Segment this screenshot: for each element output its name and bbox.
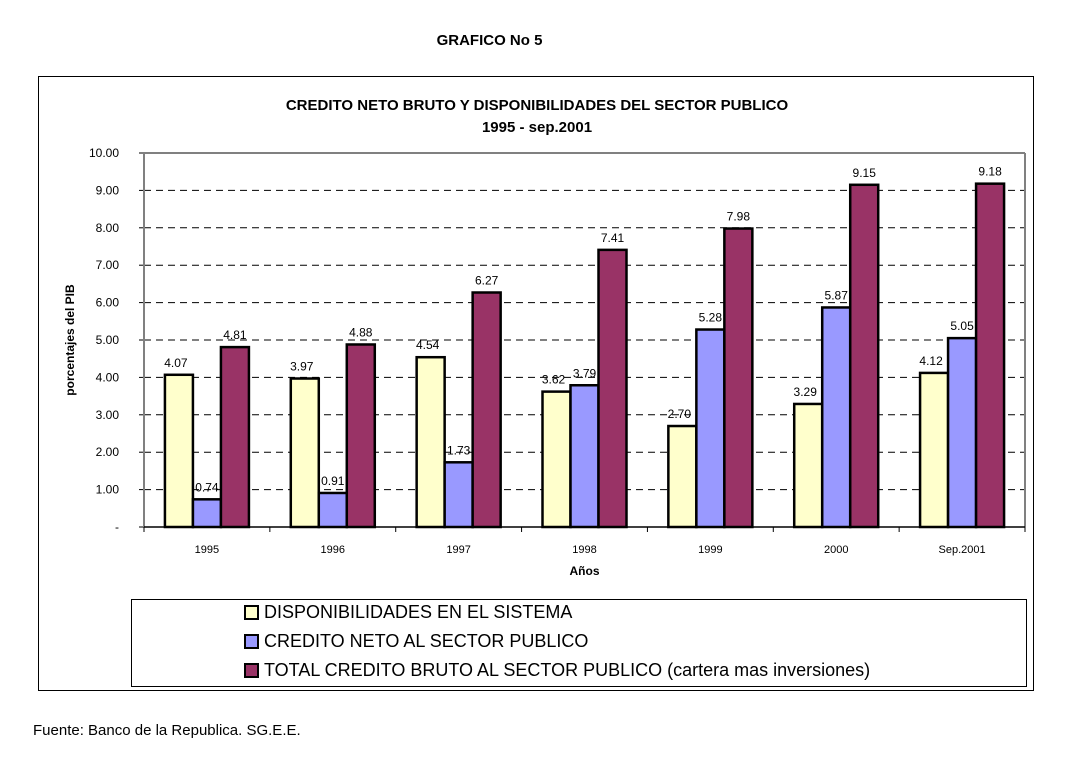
legend-label: DISPONIBILIDADES EN EL SISTEMA	[264, 602, 573, 622]
data-label: 3.29	[794, 385, 818, 399]
data-label: 4.12	[919, 354, 943, 368]
data-label: 7.98	[727, 210, 751, 224]
bar	[820, 306, 852, 529]
bar	[289, 377, 321, 529]
data-label: 0.91	[321, 474, 345, 488]
y-tick-label: 10.00	[89, 146, 119, 160]
legend-swatch-disponibilidades	[244, 605, 259, 620]
data-label: 9.18	[978, 165, 1002, 179]
bar	[918, 371, 950, 529]
bar	[219, 345, 251, 529]
legend: DISPONIBILIDADES EN EL SISTEMA CREDITO N…	[131, 599, 1027, 687]
y-tick-label: 2.00	[96, 445, 120, 459]
bar	[667, 424, 698, 529]
y-tick-label: -	[115, 520, 119, 534]
y-tick-label: 1.00	[96, 483, 120, 497]
bar	[974, 182, 1006, 529]
bar	[443, 461, 474, 529]
data-label: 4.07	[164, 356, 188, 370]
data-label: 5.28	[699, 311, 723, 325]
bar	[848, 183, 880, 529]
data-label: 4.54	[416, 338, 440, 352]
data-label: 5.87	[825, 288, 849, 302]
data-label: 3.97	[290, 360, 314, 374]
legend-label: TOTAL CREDITO BRUTO AL SECTOR PUBLICO (c…	[264, 660, 871, 680]
bar	[317, 491, 349, 529]
bar	[723, 227, 754, 529]
y-tick-label: 6.00	[96, 296, 120, 310]
x-tick-label: Sep.2001	[939, 544, 986, 556]
x-tick-label: 2000	[824, 544, 848, 556]
data-label: 0.74	[195, 480, 219, 494]
data-label: 9.15	[853, 166, 877, 180]
chart-frame: CREDITO NETO BRUTO Y DISPONIBILIDADES DE…	[38, 76, 1034, 691]
data-label: 2.70	[668, 407, 692, 421]
chart-title-block: CREDITO NETO BRUTO Y DISPONIBILIDADES DE…	[39, 95, 1035, 139]
bar	[792, 402, 824, 529]
bar	[191, 498, 223, 529]
x-tick-label: 1998	[572, 544, 596, 556]
data-label: 7.41	[601, 231, 625, 245]
bar	[541, 390, 572, 529]
data-label: 4.88	[349, 325, 373, 339]
legend-item-credito-neto: CREDITO NETO AL SECTOR PUBLICO	[244, 631, 588, 652]
bar	[415, 355, 446, 529]
legend-item-total-credito-bruto: TOTAL CREDITO BRUTO AL SECTOR PUBLICO (c…	[244, 660, 870, 681]
y-tick-label: 9.00	[96, 183, 120, 197]
figure-heading: GRAFICO No 5	[436, 32, 543, 49]
data-label: 3.79	[573, 366, 597, 380]
data-label: 5.05	[950, 319, 974, 333]
data-label: 4.81	[223, 328, 247, 342]
legend-swatch-total-credito-bruto	[244, 663, 259, 678]
x-tick-label: 1999	[698, 544, 722, 556]
data-label: 6.27	[475, 274, 499, 288]
y-tick-label: 8.00	[96, 221, 120, 235]
data-label: 1.73	[447, 443, 471, 457]
legend-label: CREDITO NETO AL SECTOR PUBLICO	[264, 631, 589, 651]
bar	[946, 336, 978, 529]
legend-swatch-credito-neto	[244, 634, 259, 649]
y-tick-label: 5.00	[96, 333, 120, 347]
bar	[345, 343, 377, 529]
bar	[163, 373, 195, 529]
bar	[569, 384, 600, 529]
x-tick-label: 1996	[321, 544, 345, 556]
x-tick-label: 1995	[195, 544, 219, 556]
bar	[695, 328, 726, 529]
x-axis-title: Años	[570, 564, 600, 578]
chart-subtitle: 1995 - sep.2001	[481, 119, 593, 136]
bar	[597, 248, 628, 529]
y-axis-title: porcentajes del PIB	[63, 284, 77, 396]
source-note: Fuente: Banco de la Republica. SG.E.E.	[33, 722, 301, 739]
bar-chart: - 1.00 2.00 3.00 4.00 5.00 6.00 7.00 8.00 9.00 10.…	[63, 146, 1026, 578]
data-label: 3.62	[542, 373, 566, 387]
legend-item-disponibilidades: DISPONIBILIDADES EN EL SISTEMA	[244, 602, 572, 623]
y-tick-label: 3.00	[96, 408, 120, 422]
chart-title: CREDITO NETO BRUTO Y DISPONIBILIDADES DE…	[285, 97, 789, 114]
x-tick-label: 1997	[446, 544, 470, 556]
y-tick-label: 4.00	[96, 370, 120, 384]
bar	[471, 291, 502, 529]
y-tick-label: 7.00	[96, 258, 120, 272]
